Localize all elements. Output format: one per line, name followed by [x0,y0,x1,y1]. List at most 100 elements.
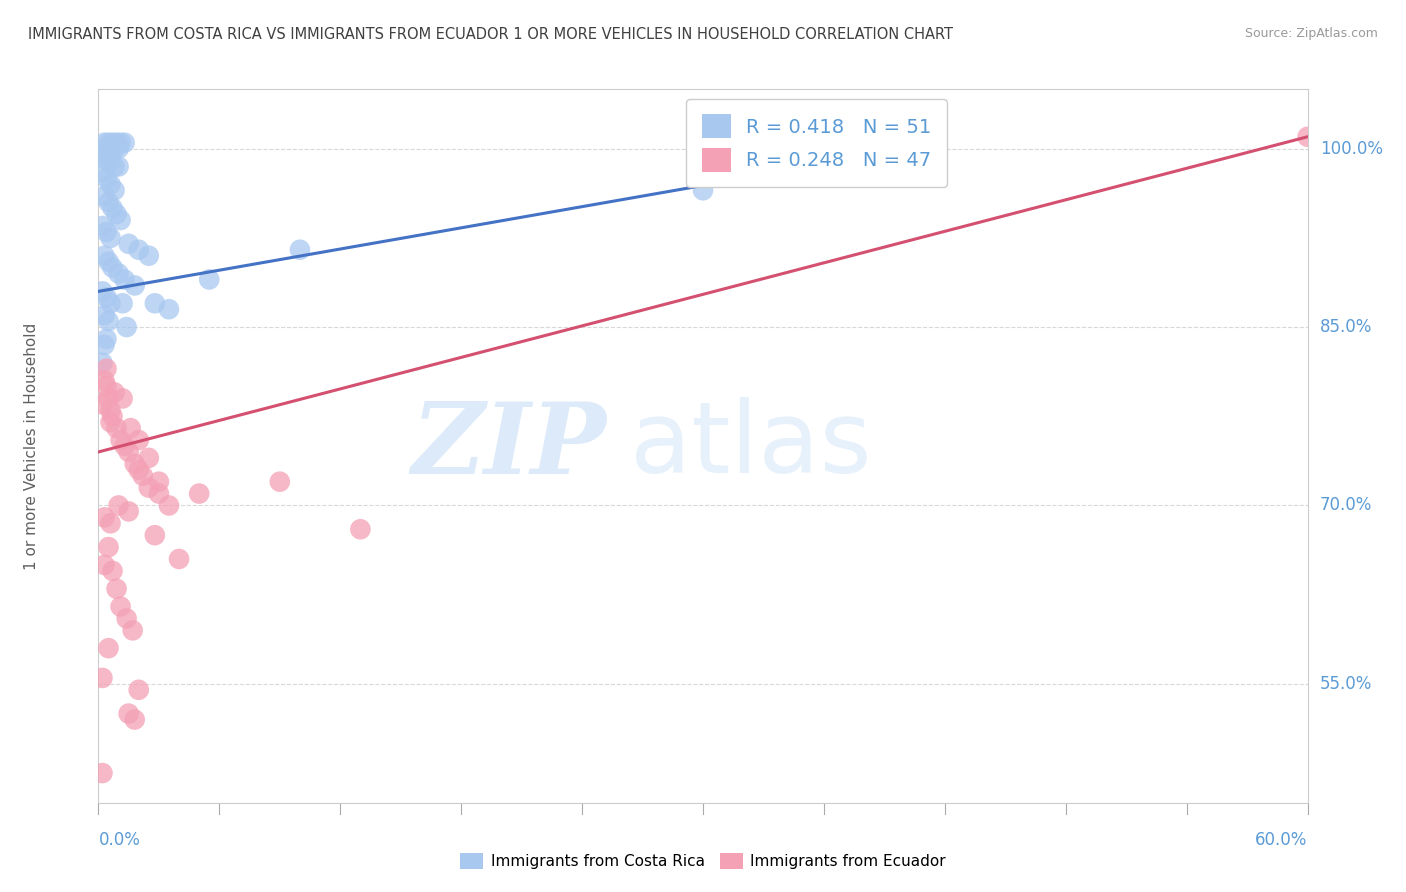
Point [96,361,118,376]
Text: Source: ZipAtlas.com: Source: ZipAtlas.com [1244,27,1378,40]
Point [148,486,170,500]
Point [93,558,115,572]
Point [157,302,180,317]
Point [93,338,115,352]
Point [96,379,118,393]
Legend: R = 0.418   N = 51, R = 0.248   N = 47: R = 0.418 N = 51, R = 0.248 N = 47 [686,99,948,187]
Text: 70.0%: 70.0% [1320,497,1372,515]
Point [97,540,120,554]
Point [124,457,146,471]
Point [91,671,114,685]
Point [96,225,118,239]
Point [692,183,714,197]
Point [91,356,114,370]
Point [1296,129,1319,144]
Point [107,142,129,156]
Point [114,272,136,286]
Point [101,136,124,150]
Point [101,409,124,424]
Point [121,624,143,638]
Point [100,231,122,245]
Text: IMMIGRANTS FROM COSTA RICA VS IMMIGRANTS FROM ECUADOR 1 OR MORE VEHICLES IN HOUS: IMMIGRANTS FROM COSTA RICA VS IMMIGRANTS… [28,27,953,42]
Point [96,171,118,186]
Point [167,552,190,566]
Point [124,713,146,727]
Point [198,272,221,286]
Text: 1 or more Vehicles in Household: 1 or more Vehicles in Household [24,322,39,570]
Point [124,278,146,293]
Point [107,499,129,513]
Point [118,445,141,459]
Point [97,254,120,268]
Point [115,611,138,625]
Point [118,504,141,518]
Point [105,582,128,596]
Text: 100.0%: 100.0% [1320,140,1382,158]
Point [93,136,115,150]
Text: 60.0%: 60.0% [1256,831,1308,849]
Point [115,320,138,334]
Point [96,290,118,304]
Point [97,195,120,210]
Point [143,528,166,542]
Point [93,249,115,263]
Point [288,243,311,257]
Point [138,450,160,465]
Point [143,296,166,310]
Point [118,706,141,721]
Point [97,641,120,656]
Point [110,433,132,447]
Point [91,165,114,179]
Text: 85.0%: 85.0% [1320,318,1372,336]
Text: atlas: atlas [630,398,872,494]
Point [103,142,125,156]
Point [107,160,129,174]
Point [128,682,150,697]
Point [132,468,155,483]
Point [118,236,141,251]
Point [100,516,122,531]
Point [97,392,120,406]
Point [111,296,134,310]
Point [110,213,132,227]
Point [103,385,125,400]
Point [100,296,122,310]
Point [128,243,150,257]
Point [96,153,118,168]
Point [93,374,115,388]
Point [96,332,118,346]
Point [107,267,129,281]
Point [93,510,115,524]
Point [114,136,136,150]
Point [101,201,124,215]
Point [100,153,122,168]
Point [120,421,142,435]
Point [96,142,118,156]
Point [91,219,114,233]
Point [138,249,160,263]
Point [349,522,371,536]
Point [97,136,120,150]
Point [100,403,122,417]
Text: ZIP: ZIP [412,398,606,494]
Point [103,160,125,174]
Point [110,599,132,614]
Point [269,475,291,489]
Point [128,433,150,447]
Point [128,463,150,477]
Text: 55.0%: 55.0% [1320,675,1372,693]
Point [101,564,124,578]
Point [91,147,114,161]
Point [188,486,211,500]
Text: 0.0%: 0.0% [98,831,141,849]
Point [97,314,120,328]
Point [103,183,125,197]
Point [93,308,115,322]
Point [91,766,114,780]
Point [100,415,122,429]
Point [101,260,124,275]
Point [105,421,128,435]
Point [138,481,160,495]
Point [114,439,136,453]
Point [105,207,128,221]
